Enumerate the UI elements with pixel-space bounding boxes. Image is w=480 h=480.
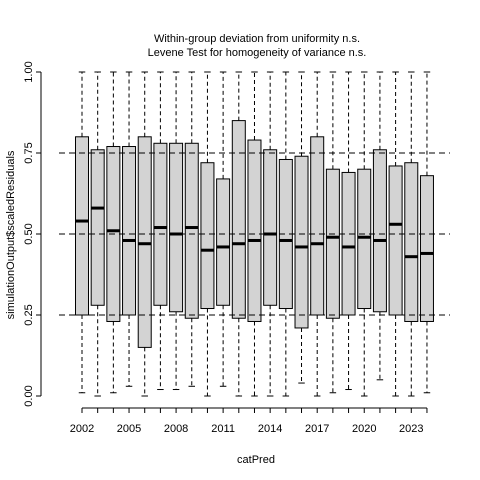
x-tick-label: 2011	[211, 423, 235, 435]
box-body	[184, 142, 199, 319]
box-2019	[341, 71, 356, 391]
box-body	[137, 136, 152, 348]
box-body	[294, 155, 309, 329]
box-body	[122, 146, 137, 316]
box-body	[90, 149, 105, 306]
y-tick-label: 0.75	[23, 142, 35, 163]
box-body	[325, 168, 340, 319]
box-2005	[122, 71, 137, 387]
x-tick-label: 2005	[117, 423, 141, 435]
box-2017	[310, 71, 325, 397]
x-tick-label: 2008	[164, 423, 188, 435]
box-body	[75, 136, 89, 316]
box-2006	[137, 71, 152, 397]
box-2002	[75, 71, 89, 394]
x-tick-label: 2023	[399, 423, 423, 435]
y-tick-label: 0.00	[23, 385, 35, 406]
y-tick-label: 0.50	[23, 223, 35, 244]
box-2020	[357, 71, 372, 397]
box-2013	[247, 71, 262, 397]
box-2004	[106, 71, 121, 394]
box-body	[341, 171, 356, 316]
box-2023	[404, 71, 419, 397]
box-body	[216, 178, 231, 306]
box-2018	[325, 71, 340, 394]
x-tick-label: 2014	[258, 423, 282, 435]
box-body	[388, 165, 403, 316]
box-2021	[372, 71, 387, 381]
box-2022	[388, 71, 403, 397]
box-2009	[184, 71, 199, 387]
box-body	[169, 142, 184, 313]
box-2012	[231, 71, 246, 397]
box-body	[404, 162, 419, 322]
box-body	[153, 142, 168, 306]
y-tick-label: 1.00	[23, 61, 35, 82]
box-2024	[419, 71, 434, 394]
box-body	[263, 149, 278, 306]
box-body	[357, 168, 372, 310]
box-2007	[153, 71, 168, 391]
box-body	[419, 175, 434, 322]
y-axis-label: simulationOutput$scaledResiduals	[5, 150, 17, 319]
plot-area: 0.00 0.25 0.50 0.75 1.00 2002 2005 2008 2011 2014…	[23, 61, 450, 435]
chart-title: Within-group deviation from uniformity n…	[154, 33, 360, 45]
y-tick-label: 0.25	[23, 304, 35, 325]
box-2010	[200, 71, 215, 397]
x-tick-label: 2002	[70, 423, 94, 435]
box-body	[200, 162, 215, 310]
box-body	[372, 149, 387, 313]
x-tick-label: 2020	[352, 423, 376, 435]
box-body	[310, 136, 325, 316]
box-body	[247, 139, 262, 322]
box-2011	[216, 71, 231, 387]
box-2008	[169, 71, 184, 391]
x-tick-label: 2017	[305, 423, 329, 435]
x-axis-label: catPred	[237, 454, 275, 466]
box-2016	[294, 71, 309, 384]
chart-subtitle: Levene Test for homogeneity of variance …	[148, 47, 367, 59]
box-2003	[90, 71, 105, 397]
box-body	[231, 120, 246, 319]
